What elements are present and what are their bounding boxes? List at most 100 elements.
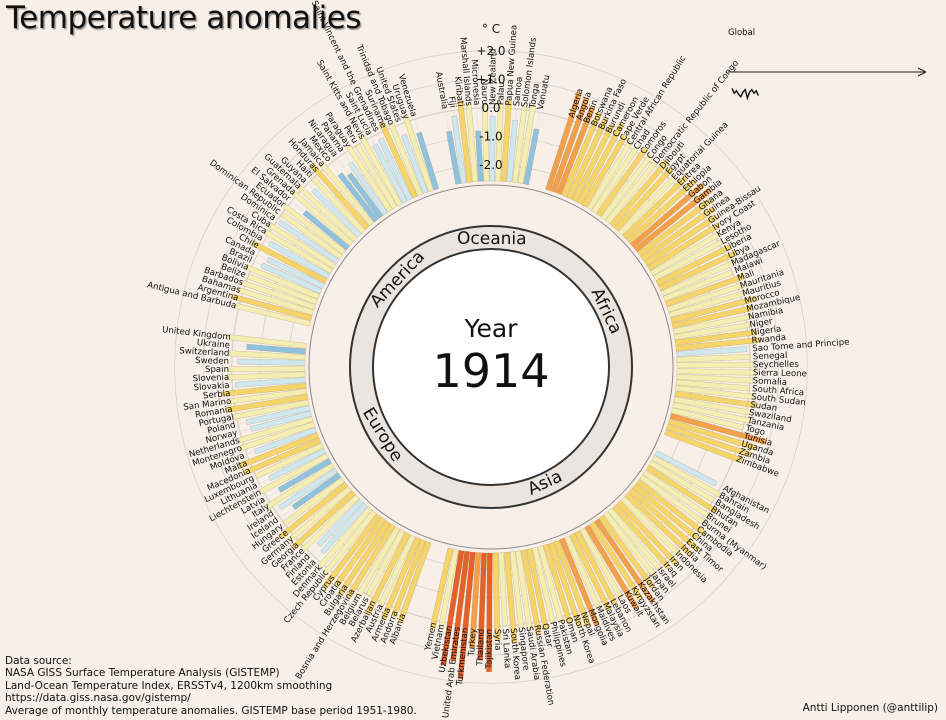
temperature-bar (358, 134, 403, 207)
temperature-bar (676, 354, 751, 363)
chart-title: Temperature anomalies (6, 0, 361, 36)
temperature-bar (670, 295, 757, 324)
temperature-bar (671, 305, 754, 329)
temperature-bar (379, 121, 418, 199)
country-label: Switzerland (179, 346, 230, 359)
temperature-bar (676, 346, 748, 357)
temperature-bar (658, 250, 738, 292)
country-label: Kiribati (452, 76, 465, 107)
temperature-bar (355, 526, 401, 598)
country-label: Turkey (467, 628, 479, 658)
temperature-bar (512, 106, 528, 184)
temperature-bar (221, 382, 307, 397)
source-line: Data source: (5, 655, 72, 667)
temperature-bar (245, 405, 311, 426)
year-value: 1914 (432, 344, 549, 398)
temperature-bar (589, 521, 644, 601)
temperature-bar (397, 541, 432, 624)
country-label: Serbia (203, 389, 231, 402)
temperature-bar (322, 513, 382, 590)
temperature-bar (291, 472, 342, 510)
temperature-bar (664, 429, 744, 464)
country-label: Micronesia (469, 59, 481, 105)
credit: Antti Lipponen (@anttilip) (802, 702, 938, 714)
temperature-bar (372, 143, 408, 204)
temperature-bar (492, 552, 501, 641)
temperature-bar (645, 465, 719, 515)
temperature-bar (401, 133, 429, 195)
global-line (731, 88, 760, 101)
year-label: Year (464, 314, 519, 343)
temperature-bar (322, 510, 377, 576)
temperature-bar (650, 231, 722, 276)
temperature-bar (438, 548, 459, 628)
temperature-bar (526, 548, 549, 630)
temperature-bar (571, 123, 615, 203)
country-label: Tonga (528, 83, 542, 110)
temperature-bar (291, 490, 356, 550)
country-label: Sweden (195, 356, 229, 367)
temperature-bar (390, 539, 426, 618)
temperature-bar (232, 399, 310, 420)
temperature-bar (662, 269, 734, 302)
temperature-bar (297, 185, 358, 242)
temperature-bar (520, 549, 542, 635)
temperature-bar (668, 291, 744, 318)
global-inset: Global (728, 28, 927, 101)
temperature-bar (319, 161, 375, 227)
temperature-bar (238, 416, 314, 443)
bars-layer (221, 92, 767, 680)
temperature-bar (600, 153, 654, 221)
temperature-bar (644, 214, 718, 267)
temperature-bar (346, 172, 384, 219)
global-axis-arrow (917, 67, 927, 77)
temperature-bar (576, 122, 625, 205)
temperature-bar (457, 100, 473, 183)
temperature-bar (653, 239, 723, 281)
temperature-bar (674, 390, 757, 409)
temperature-bar (486, 552, 493, 673)
temperature-bar (561, 111, 603, 198)
temperature-bar (302, 210, 350, 251)
temperature-bar (440, 550, 465, 666)
temperature-bar (675, 385, 755, 400)
temperature-bar (318, 506, 373, 569)
temperature-bar (586, 140, 634, 211)
temperature-bar (254, 442, 324, 480)
country-label: Ukraine (196, 338, 230, 351)
tick-label: +1.0 (476, 72, 505, 86)
temperature-bar (365, 529, 406, 597)
temperature-bar (579, 527, 624, 600)
temperature-bar (364, 531, 411, 616)
source-line: Land-Ocean Temperature Index, ERSSTv4, 1… (5, 679, 333, 692)
temperature-bar (246, 343, 307, 355)
country-label: South Africa (752, 384, 805, 398)
temperature-bar (311, 187, 362, 238)
temperature-bar (635, 479, 707, 536)
temperature-bar (268, 240, 331, 279)
country-label: Vanuatu (536, 74, 552, 111)
temperature-bar (234, 377, 306, 388)
temperature-bar (591, 146, 639, 214)
temperature-bar (523, 128, 540, 186)
temperature-bar (633, 187, 713, 253)
grid-circle (174, 50, 808, 684)
temperature-bar (333, 516, 386, 588)
temperature-bar (266, 256, 325, 289)
temperature-bar (675, 337, 761, 352)
temperature-bar (429, 547, 454, 630)
temperature-bar (228, 350, 306, 361)
temperature-bar (675, 379, 750, 392)
country-label: Singapore (516, 627, 531, 671)
temperature-bar (517, 104, 536, 184)
country-label: Nigeria (750, 324, 782, 338)
temperature-bar (451, 115, 467, 184)
temperature-bar (566, 117, 609, 200)
temperature-bar (277, 219, 340, 265)
country-label: Qatar (539, 622, 554, 648)
temperature-bar (450, 550, 470, 662)
temperature-bar (598, 515, 656, 590)
temperature-bar (337, 520, 391, 597)
temperature-bar (671, 407, 744, 431)
country-label: New Zealand (488, 48, 498, 105)
